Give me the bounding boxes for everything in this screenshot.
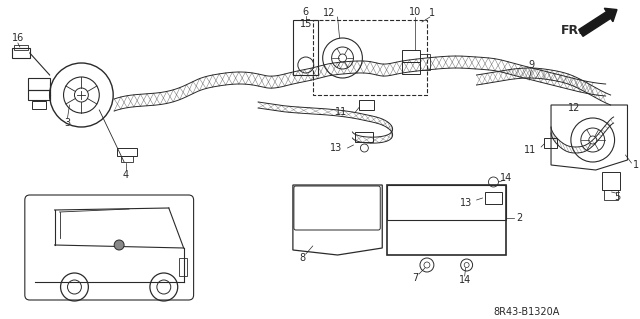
Text: 13: 13 (460, 198, 472, 208)
Text: 3: 3 (65, 118, 70, 128)
Text: 6: 6 (303, 7, 309, 17)
Text: 14: 14 (500, 173, 513, 183)
Bar (544, 138, 557, 148)
Bar (117, 148, 137, 156)
FancyArrow shape (579, 8, 617, 36)
Text: 12: 12 (568, 103, 580, 113)
Text: 7: 7 (412, 273, 418, 283)
Bar (293, 20, 317, 75)
Text: 5: 5 (614, 192, 621, 202)
Text: 9: 9 (528, 60, 534, 70)
Bar (604, 190, 618, 200)
Bar (32, 101, 45, 109)
Text: FR.: FR. (561, 24, 584, 36)
Bar (179, 258, 187, 276)
Bar (14, 45, 28, 50)
Bar (313, 20, 427, 95)
Text: 8: 8 (300, 253, 306, 263)
Bar (420, 54, 430, 70)
Bar (355, 132, 373, 142)
Text: 11: 11 (335, 107, 348, 117)
Bar (360, 100, 374, 110)
Text: 2: 2 (516, 213, 522, 223)
Bar (484, 192, 502, 204)
Bar (387, 185, 506, 255)
Text: 4: 4 (123, 170, 129, 180)
Text: 1: 1 (634, 160, 639, 170)
Text: 12: 12 (323, 8, 336, 18)
Bar (387, 185, 506, 220)
Bar (12, 48, 30, 58)
Circle shape (114, 240, 124, 250)
Bar (28, 90, 50, 100)
Text: 13: 13 (330, 143, 342, 153)
Text: 16: 16 (12, 33, 24, 43)
Text: 14: 14 (458, 275, 471, 285)
Text: 1: 1 (429, 8, 435, 18)
Bar (28, 78, 50, 90)
Bar (402, 50, 420, 62)
Bar (402, 62, 420, 74)
Text: 11: 11 (524, 145, 536, 155)
Bar (121, 156, 133, 162)
Text: 15: 15 (300, 19, 312, 29)
Bar (602, 172, 620, 190)
Text: 8R43-B1320A: 8R43-B1320A (493, 307, 559, 317)
Text: 10: 10 (409, 7, 421, 17)
